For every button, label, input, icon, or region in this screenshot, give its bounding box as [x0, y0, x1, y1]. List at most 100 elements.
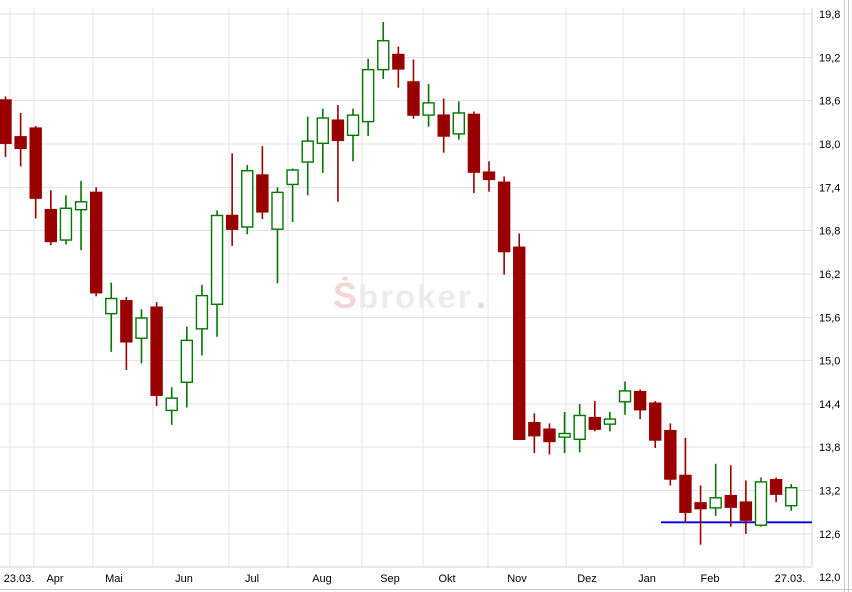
candle-body — [724, 494, 737, 508]
candle-body — [497, 181, 511, 253]
candle-down — [724, 465, 737, 527]
candle-up — [316, 108, 330, 173]
y-axis-label: 15,6 — [819, 312, 840, 324]
candle-down — [392, 46, 405, 88]
candle-up — [618, 381, 632, 415]
candle-body — [346, 114, 360, 137]
y-axis-label: 17,4 — [819, 182, 840, 194]
candle-body — [513, 246, 526, 440]
sparkasse-s-logo-icon: Ṡ — [333, 275, 357, 316]
candle-down — [633, 389, 647, 420]
candle-up — [74, 180, 88, 251]
candle-body — [754, 481, 768, 526]
candle-body — [256, 174, 269, 213]
candle-down — [120, 297, 133, 370]
candle-down — [225, 153, 239, 246]
watermark: Ṡ broker . — [333, 275, 486, 316]
x-axis-label: 27.03. — [775, 573, 806, 585]
candle-body — [437, 114, 450, 137]
candle-body — [377, 40, 390, 71]
candle-up — [241, 164, 254, 235]
candle-body — [180, 339, 194, 383]
candle-body — [59, 207, 73, 241]
candle-body — [150, 306, 163, 396]
candle-down — [407, 59, 420, 119]
y-axis-label: 14,4 — [819, 399, 840, 411]
x-axis-label: Dez — [577, 573, 597, 585]
y-axis-label: 18,0 — [819, 139, 840, 151]
candle-body — [0, 99, 12, 144]
x-axis-label: Jan — [638, 573, 656, 585]
candle-down — [89, 187, 103, 297]
candle-body — [769, 479, 783, 495]
candle-body — [543, 428, 556, 443]
candle-up — [210, 210, 224, 337]
candle-up — [573, 403, 586, 453]
y-axis-label: 16,8 — [819, 226, 840, 238]
candle-down — [0, 96, 12, 157]
candle-up — [422, 84, 435, 127]
candle-down — [664, 423, 677, 486]
candle-body — [316, 117, 330, 144]
candle-body — [29, 127, 42, 199]
candle-up — [377, 21, 390, 80]
candle-body — [210, 214, 224, 305]
candle-down — [694, 485, 707, 545]
candle-up — [603, 411, 617, 432]
candle-body — [739, 501, 753, 521]
candle-down — [769, 477, 783, 503]
x-axis-label: Okt — [438, 573, 455, 585]
candle-down — [482, 161, 496, 192]
candle-body — [709, 497, 722, 509]
candle-body — [694, 502, 707, 510]
candle-body — [679, 474, 692, 513]
x-axis-label: 23.03. — [4, 573, 35, 585]
candle-down — [497, 176, 511, 275]
candle-body — [422, 102, 435, 116]
candle-body — [633, 390, 647, 411]
x-axis-label: Mai — [105, 573, 123, 585]
candle-up — [346, 108, 360, 162]
candle-down — [513, 233, 526, 441]
x-axis-label: Jul — [245, 573, 259, 585]
candle-body — [407, 81, 420, 116]
candle-body — [14, 136, 27, 150]
candle-body — [225, 214, 239, 230]
y-axis-label: 13,2 — [819, 486, 840, 498]
candle-up — [301, 116, 314, 196]
candle-up — [286, 168, 299, 222]
y-axis-label: 19,8 — [819, 9, 840, 21]
candle-body — [105, 297, 118, 315]
candle-down — [331, 105, 345, 202]
y-axis-label: 19,2 — [819, 52, 840, 64]
candle-body — [452, 112, 465, 135]
candle-up — [59, 195, 73, 245]
candles-layer — [0, 21, 798, 545]
candle-body — [573, 414, 586, 440]
candle-up — [558, 411, 571, 454]
candle-up — [135, 309, 148, 364]
watermark-brand-text: broker — [358, 278, 473, 315]
candle-up — [452, 101, 465, 140]
candle-body — [482, 171, 496, 181]
candle-down — [679, 437, 692, 524]
candle-body — [467, 113, 481, 173]
candle-body — [649, 402, 662, 441]
candle-body — [44, 209, 58, 243]
candle-up — [271, 187, 284, 284]
y-axis-label: 15,0 — [819, 356, 840, 368]
candle-up — [165, 387, 178, 425]
candle-body — [120, 299, 133, 343]
candle-body — [361, 68, 375, 123]
y-axis-label: 16,2 — [819, 269, 840, 281]
candle-body — [74, 201, 88, 211]
candle-up — [105, 282, 118, 352]
candle-body — [664, 429, 677, 480]
candle-up — [180, 326, 194, 408]
candle-up — [785, 484, 798, 511]
candle-up — [709, 463, 722, 516]
candle-up — [361, 58, 375, 137]
candle-body — [588, 416, 601, 430]
watermark-dot: . — [476, 275, 486, 316]
